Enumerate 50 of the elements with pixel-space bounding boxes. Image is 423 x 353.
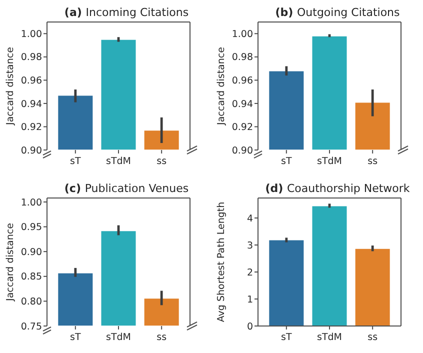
y-tick-label: 2 [246,267,253,278]
x-tick-label: ss [156,332,167,343]
y-tick-label: 0.92 [232,122,253,134]
text: (b) [275,6,298,19]
y-tick-label: 0.80 [20,296,42,308]
y-axis-title: Jaccard distance [216,46,227,126]
y-tick-label: 0.90 [20,246,42,258]
text: (c) [64,182,85,195]
chart-title: Incoming Citations [86,6,189,19]
y-axis-title: Jaccard distance [5,46,16,126]
y-axis-title: Jaccard distance [5,222,16,302]
x-tick-label: sT [70,156,81,167]
chart-title: Coauthorship Network [286,182,410,195]
x-tick-label: ss [368,156,378,167]
y-tick-label: 0.96 [232,76,253,87]
y-tick-label: 1.00 [20,28,42,40]
y-tick-label: 0 [246,321,253,332]
y-tick-label: 0.90 [20,145,42,156]
x-tick-label: sT [281,332,292,343]
x-tick-label: sTdM [317,156,342,167]
y-tick-label: 4 [246,213,253,224]
text: (d) [265,182,287,195]
y-tick-label: 0.98 [20,52,42,64]
x-tick-label: sT [281,156,292,167]
x-tick-label: ss [368,332,378,343]
y-tick-label: 0.96 [20,76,42,87]
y-tick-label: 0.98 [232,52,253,64]
y-tick-label: 3 [246,240,253,252]
x-tick-label: ss [156,156,167,167]
y-tick-label: 0.94 [20,98,42,110]
y-tick-label: 0.92 [20,122,42,134]
x-tick-label: sTdM [106,156,131,167]
y-tick-label: 1.00 [232,28,253,40]
y-tick-label: 1 [246,294,253,306]
y-tick-label: 0.75 [20,321,42,332]
x-tick-label: sTdM [106,332,131,343]
text: (a) [64,6,86,19]
y-tick-label: 1.00 [20,197,42,208]
y-axis-title: Avg Shortest Path Length [216,202,227,322]
y-tick-label: 0.85 [20,272,42,283]
bar [268,239,304,326]
y-tick-label: 0.94 [232,98,253,110]
x-tick-label: sTdM [317,332,342,343]
y-tick-label: 0.90 [232,145,253,156]
bar [311,205,348,326]
bar [354,248,391,326]
chart-title: Publication Venues [84,182,189,195]
chart-title: Outgoing Citations [297,6,400,19]
y-tick-label: 0.95 [20,222,42,234]
x-tick-label: sT [70,332,81,343]
